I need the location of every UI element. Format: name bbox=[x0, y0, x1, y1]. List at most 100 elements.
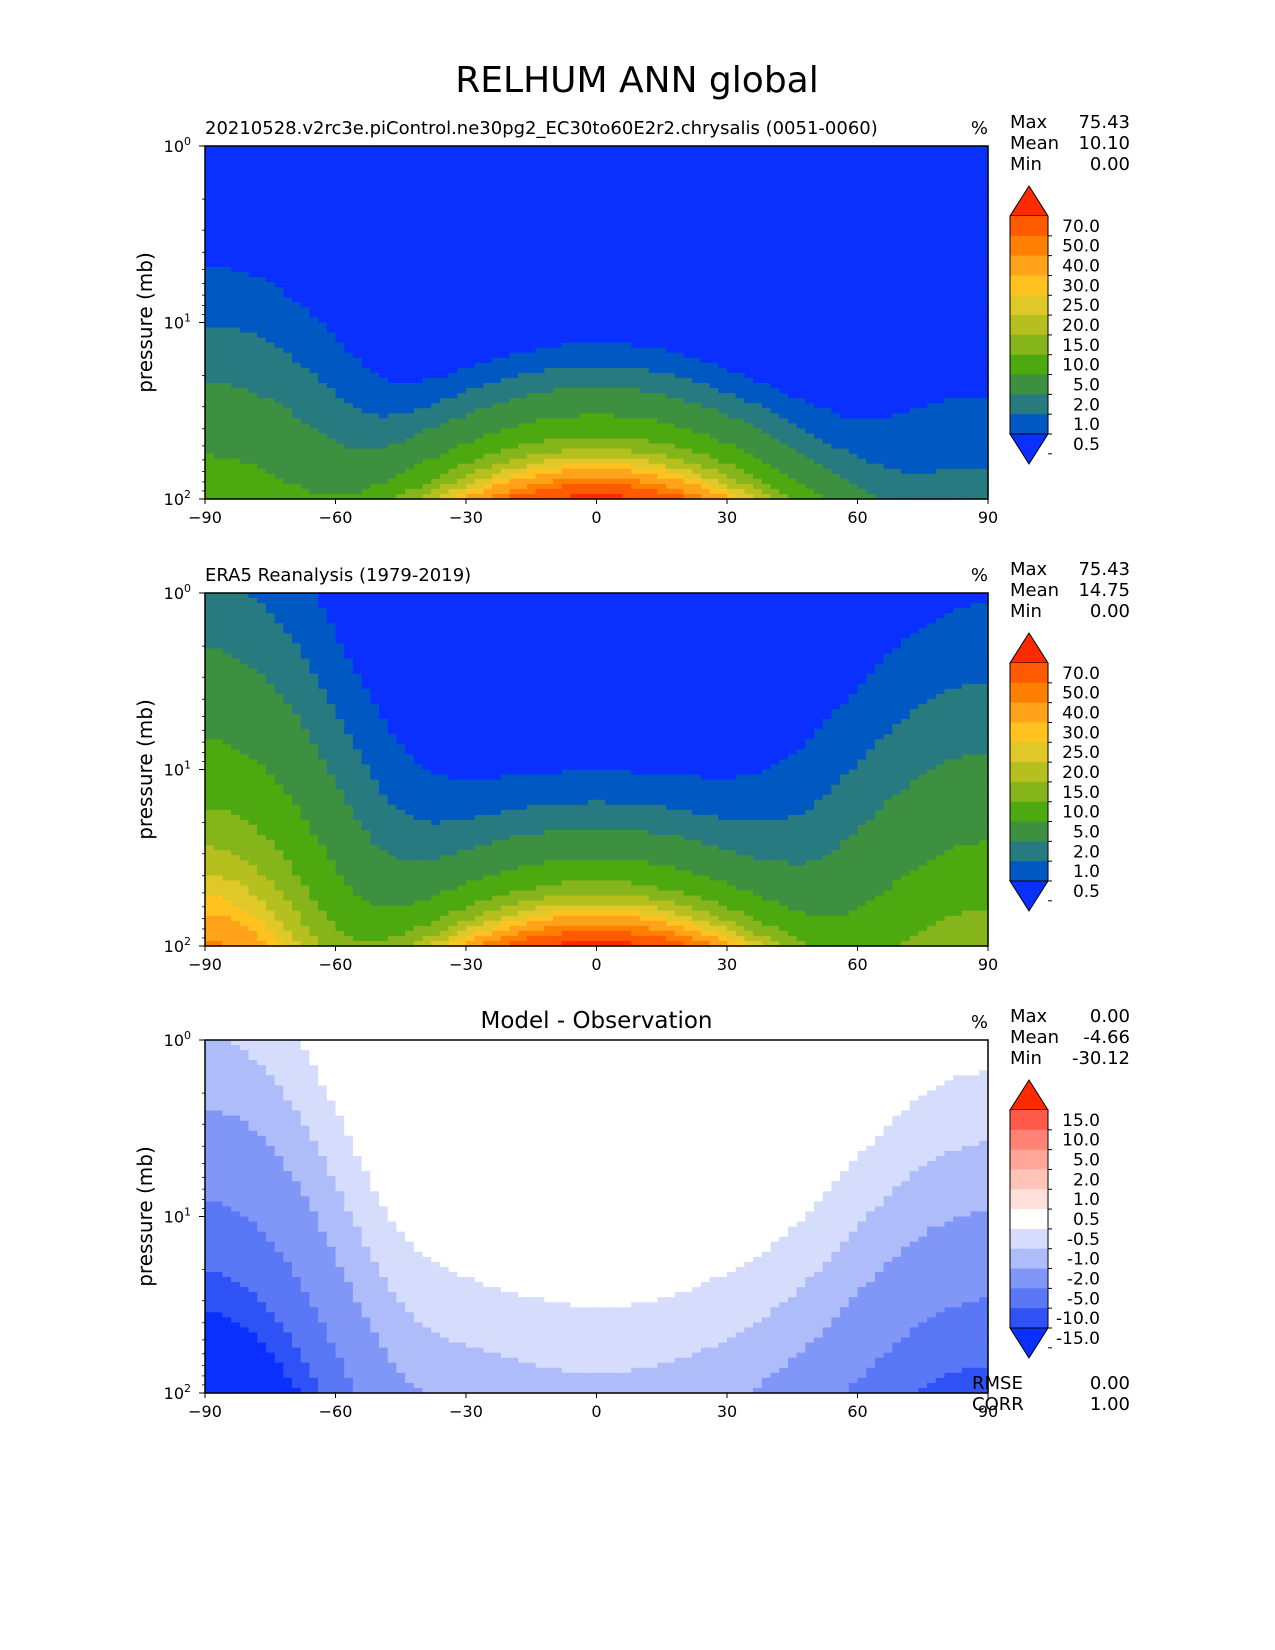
contour-cell bbox=[718, 367, 728, 374]
contour-cell bbox=[405, 216, 415, 223]
contour-cell bbox=[979, 312, 989, 319]
contour-cell bbox=[683, 398, 693, 404]
contour-cell bbox=[605, 146, 615, 152]
contour-cell bbox=[866, 246, 876, 253]
contour-cell bbox=[535, 267, 545, 273]
contour-cell bbox=[753, 211, 763, 218]
contour-cell bbox=[318, 206, 328, 213]
contour-cell bbox=[413, 292, 424, 298]
contour-cell bbox=[292, 166, 302, 172]
contour-cell bbox=[274, 347, 284, 354]
contour-cell bbox=[648, 332, 658, 339]
contour-cell bbox=[518, 267, 528, 273]
contour-cell bbox=[326, 297, 337, 303]
contour-cell bbox=[640, 352, 650, 359]
contour-cell bbox=[822, 327, 832, 334]
contour-cell bbox=[387, 377, 397, 384]
contour-cell bbox=[927, 377, 937, 384]
contour-cell bbox=[222, 176, 232, 182]
contour-cell bbox=[361, 211, 371, 218]
contour-cell bbox=[892, 272, 902, 278]
contour-cell bbox=[248, 297, 258, 303]
contour-cell bbox=[535, 201, 545, 208]
contour-cell bbox=[292, 287, 302, 293]
contour-cell bbox=[500, 312, 511, 319]
contour-cell bbox=[761, 156, 772, 162]
contour-cell bbox=[500, 246, 511, 253]
contour-cell bbox=[500, 367, 511, 374]
contour-cell bbox=[213, 226, 223, 233]
contour-cell bbox=[613, 226, 624, 233]
contour-cell bbox=[822, 332, 832, 339]
contour-cell bbox=[205, 393, 215, 399]
contour-cell bbox=[474, 221, 484, 228]
contour-cell bbox=[274, 362, 284, 369]
contour-cell bbox=[379, 156, 389, 162]
contour-cell bbox=[292, 211, 302, 218]
contour-cell bbox=[379, 377, 389, 384]
contour-cell bbox=[753, 317, 763, 324]
contour-cell bbox=[570, 156, 580, 162]
contour-cell bbox=[918, 216, 928, 223]
contour-cell bbox=[674, 267, 685, 273]
contour-cell bbox=[300, 206, 310, 213]
contour-cell bbox=[648, 282, 658, 288]
contour-cell bbox=[248, 418, 258, 424]
contour-cell bbox=[361, 377, 371, 384]
contour-cell bbox=[413, 161, 424, 167]
contour-cell bbox=[918, 196, 928, 203]
contour-cell bbox=[640, 211, 650, 218]
contour-cell bbox=[309, 221, 319, 228]
contour-cell bbox=[892, 161, 902, 167]
contour-cell bbox=[918, 191, 928, 198]
contour-cell bbox=[892, 297, 902, 303]
contour-cell bbox=[831, 191, 841, 198]
contour-cell bbox=[709, 241, 719, 248]
contour-cell bbox=[961, 362, 972, 369]
contour-cell bbox=[596, 256, 606, 263]
contour-cell bbox=[909, 176, 919, 182]
contour-cell bbox=[439, 297, 450, 303]
contour-cell bbox=[901, 327, 911, 334]
contour-cell bbox=[431, 176, 441, 182]
contour-cell bbox=[344, 302, 354, 308]
contour-cell bbox=[300, 211, 310, 218]
contour-cell bbox=[222, 256, 232, 263]
contour-cell bbox=[431, 332, 441, 339]
contour-cell bbox=[466, 181, 476, 187]
contour-cell bbox=[918, 206, 928, 213]
contour-cell bbox=[387, 166, 397, 172]
contour-cell bbox=[413, 277, 424, 283]
contour-cell bbox=[405, 277, 415, 283]
contour-cell bbox=[300, 327, 310, 334]
contour-cell bbox=[761, 261, 772, 268]
contour-cell bbox=[553, 256, 563, 263]
contour-cell bbox=[561, 312, 571, 319]
contour-cell bbox=[596, 156, 606, 162]
contour-cell bbox=[805, 166, 815, 172]
contour-cell bbox=[257, 347, 267, 354]
contour-cell bbox=[613, 342, 624, 349]
contour-cell bbox=[901, 367, 911, 374]
contour-cell bbox=[666, 261, 676, 268]
contour-cell bbox=[918, 181, 928, 187]
contour-cell bbox=[935, 357, 946, 364]
contour-cell bbox=[439, 408, 450, 414]
contour-cell bbox=[631, 221, 641, 228]
contour-cell bbox=[909, 413, 919, 419]
contour-cell bbox=[666, 166, 676, 172]
contour-cell bbox=[344, 352, 354, 359]
contour-cell bbox=[439, 176, 450, 182]
contour-cell bbox=[709, 372, 719, 379]
contour-cell bbox=[352, 357, 363, 364]
contour-cell bbox=[961, 186, 972, 192]
contour-cell bbox=[326, 408, 337, 414]
contour-cell bbox=[796, 342, 806, 349]
contour-cell bbox=[413, 287, 424, 293]
contour-cell bbox=[248, 403, 258, 409]
contour-cell bbox=[979, 352, 989, 359]
contour-cell bbox=[753, 332, 763, 339]
contour-cell bbox=[248, 181, 258, 187]
contour-cell bbox=[379, 337, 389, 344]
contour-cell bbox=[326, 277, 337, 283]
